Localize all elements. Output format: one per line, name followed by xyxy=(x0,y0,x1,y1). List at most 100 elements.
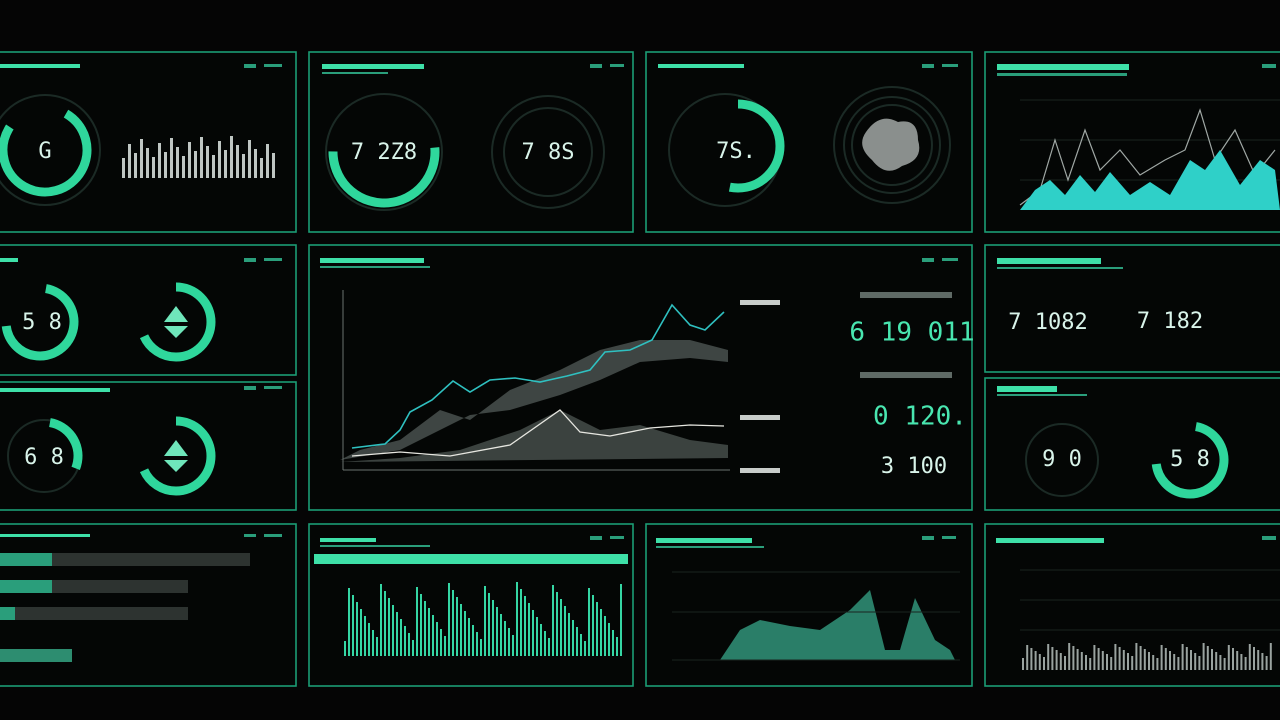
decor-bar xyxy=(1211,649,1213,670)
decor-bar xyxy=(1202,643,1205,670)
decor-bar xyxy=(536,617,538,656)
decor-bar xyxy=(1093,645,1096,670)
decor-bar xyxy=(1265,656,1268,670)
decor-bar xyxy=(524,596,526,656)
decor-bar xyxy=(420,594,422,656)
decor-bar xyxy=(176,147,179,178)
decor-bar xyxy=(372,630,374,656)
gauge-label: 7 2Z8 xyxy=(351,140,417,165)
decor-bar xyxy=(432,615,434,656)
decor-bar xyxy=(484,586,486,656)
decor-bar xyxy=(560,599,562,656)
decor-bar xyxy=(564,606,566,656)
decor-bar xyxy=(532,610,534,656)
decor-bar xyxy=(1223,658,1226,670)
decor-bar xyxy=(272,153,275,178)
stat-value: 3 100 xyxy=(881,454,947,479)
decor-bar xyxy=(1101,651,1104,670)
decor-bar xyxy=(1257,650,1260,670)
decor-bar xyxy=(1215,652,1218,670)
decor-bar xyxy=(1043,657,1045,670)
decor-bar xyxy=(596,602,598,656)
decor-bar xyxy=(1219,655,1222,670)
gauge-label: 6 8 xyxy=(24,445,64,470)
decor-bar xyxy=(248,140,251,178)
gauges xyxy=(0,86,1229,499)
decor-bar xyxy=(1034,651,1037,670)
decor-bar xyxy=(1072,646,1075,670)
decor-bar xyxy=(1114,644,1117,670)
decor-bar xyxy=(360,609,362,656)
decor-bar xyxy=(348,588,350,656)
decor-bar xyxy=(134,153,137,178)
decor-bar xyxy=(1164,648,1167,670)
decor-bar xyxy=(128,144,131,178)
decor-bar xyxy=(528,603,530,656)
decor-bar xyxy=(604,616,606,656)
decor-bar xyxy=(556,592,558,656)
decor-bar xyxy=(572,620,574,656)
decor-bar xyxy=(200,137,203,178)
decor-bar xyxy=(1127,653,1129,670)
decor-bar xyxy=(368,623,370,656)
decor-bar xyxy=(212,155,215,178)
decor-bar xyxy=(1206,646,1209,670)
decor-bar xyxy=(412,640,414,656)
icon xyxy=(164,306,188,338)
decor-bar xyxy=(1139,646,1142,670)
decor-bar xyxy=(592,595,594,656)
decor-bar xyxy=(1240,654,1243,670)
decor-bar xyxy=(408,633,410,656)
decor-bar xyxy=(1089,658,1092,670)
decor-bar xyxy=(452,590,454,656)
decor-bar xyxy=(464,611,466,656)
decor-bar xyxy=(364,616,366,656)
gauge-label: G xyxy=(38,139,51,164)
decor-bar xyxy=(1118,647,1121,670)
decor-bar xyxy=(576,627,578,656)
decor-bar xyxy=(456,597,458,656)
decor-bar xyxy=(1131,656,1134,670)
stat-value: 6 19 011 xyxy=(849,318,974,348)
decor-bar xyxy=(356,602,358,656)
decor-bar xyxy=(428,608,430,656)
decor-bar xyxy=(584,641,586,656)
decor-bar xyxy=(140,139,143,178)
stat-value: 0 120. xyxy=(873,402,967,432)
decor-bar xyxy=(1030,648,1033,670)
decor-bar xyxy=(540,624,542,656)
decor-bar xyxy=(552,585,554,656)
decor-bar xyxy=(1227,645,1230,670)
decor-bar xyxy=(504,621,506,656)
decor-bar xyxy=(1190,650,1192,670)
decor-bar xyxy=(1085,655,1087,670)
decor-bar xyxy=(1076,649,1079,670)
decor-bars xyxy=(122,136,1272,670)
decor-bar xyxy=(152,157,155,178)
decor-bar xyxy=(1022,658,1024,670)
decor-bar xyxy=(1047,644,1050,670)
decor-bar xyxy=(384,591,386,656)
decor-bar xyxy=(492,600,494,656)
decor-bar xyxy=(260,158,263,178)
decor-bar xyxy=(164,152,167,178)
decor-bar xyxy=(496,607,498,656)
decor-bar xyxy=(1177,657,1180,670)
decor-bar xyxy=(1122,650,1125,670)
decor-bar xyxy=(520,589,522,656)
decor-bar xyxy=(392,605,394,656)
decor-bar xyxy=(344,641,346,656)
decor-bar xyxy=(608,623,610,656)
decor-bar xyxy=(600,609,602,656)
decor-bar xyxy=(1064,656,1066,670)
decor-bar xyxy=(1198,656,1201,670)
decor-bar xyxy=(1152,655,1155,670)
decor-bar xyxy=(1236,651,1239,670)
decor-bar xyxy=(400,619,402,656)
decor-bar xyxy=(1248,644,1251,670)
decor-bar xyxy=(1135,643,1138,670)
decor-bar xyxy=(396,612,398,656)
decor-bar xyxy=(1169,651,1171,670)
decor-bar xyxy=(236,145,239,178)
